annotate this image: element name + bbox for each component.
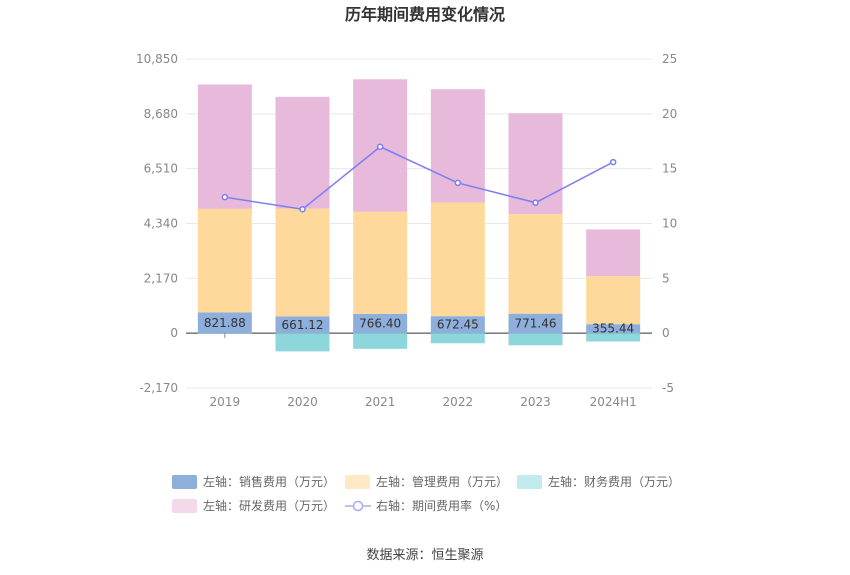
sales-value-label: 672.45 <box>437 318 479 332</box>
legend-marker <box>352 500 364 512</box>
legend-swatch <box>517 475 542 489</box>
right-tick-label: 0 <box>662 326 670 340</box>
bars <box>197 79 641 352</box>
right-tick-label: -5 <box>662 381 674 395</box>
bar-3-5 <box>586 229 641 277</box>
rate-line-path <box>224 145 614 211</box>
bar-2-3 <box>430 333 485 344</box>
rate-point <box>454 179 462 187</box>
data-source: 数据来源：恒生聚源 <box>366 548 483 563</box>
bar-labels: 821.88 661.12 766.40 672.45 771.46 355.44 <box>204 316 634 336</box>
sales-value-label: 355.44 <box>592 322 634 336</box>
sales-value-label: 766.40 <box>359 316 401 330</box>
right-tick-label: 10 <box>662 217 677 231</box>
left-tick-label: 0 <box>170 326 178 340</box>
bar-2-4 <box>508 333 563 346</box>
sales-value-label: 771.46 <box>515 316 557 330</box>
left-tick-label: 8,680 <box>144 107 178 121</box>
right-tick-label: 20 <box>662 107 677 121</box>
bar-0-1 <box>275 316 330 334</box>
right-axis: -5 0 5 10 15 20 25 <box>662 52 677 395</box>
bar-3-1 <box>275 96 330 209</box>
bar-1-2 <box>353 211 408 314</box>
right-tick-label: 25 <box>662 52 677 66</box>
left-tick-label: 10,850 <box>136 52 178 66</box>
rate-point <box>609 158 617 166</box>
bar-1-1 <box>275 208 330 317</box>
bar-0-4 <box>508 313 563 334</box>
legend-label: 左轴：管理费用（万元） <box>376 474 508 489</box>
bar-2-2 <box>353 333 408 349</box>
bar-2-1 <box>275 333 330 352</box>
left-tick-label: -2,170 <box>139 381 178 395</box>
x-tick-label: 2019 <box>210 395 241 409</box>
rate-point <box>299 205 306 213</box>
bar-0-3 <box>430 316 485 334</box>
left-tick-label: 6,510 <box>144 162 178 176</box>
bar-3-0 <box>197 84 252 209</box>
sales-value-label: 661.12 <box>282 318 324 332</box>
x-tick-label: 2023 <box>520 395 551 409</box>
x-tick-label: 2020 <box>287 395 318 409</box>
sales-value-label: 821.88 <box>204 316 246 330</box>
right-tick-label: 15 <box>662 162 677 176</box>
bar-1-4 <box>508 214 563 314</box>
legend-swatch <box>345 475 370 489</box>
bar-1-5 <box>586 276 641 325</box>
x-tick-label: 2021 <box>365 395 396 409</box>
x-axis: 2019 2020 2021 2022 2023 2024H1 <box>210 333 637 409</box>
rate-point <box>376 143 384 150</box>
x-tick-label: 2022 <box>443 395 474 409</box>
legend-label: 左轴：销售费用（万元） <box>203 474 335 489</box>
x-tick-label: 2024H1 <box>590 395 637 409</box>
grid <box>186 58 652 389</box>
rate-point <box>532 199 539 206</box>
legend-swatch <box>172 475 197 489</box>
left-tick-label: 2,170 <box>144 271 178 285</box>
bar-3-4 <box>508 113 563 215</box>
bar-0-5 <box>586 324 641 334</box>
bar-1-0 <box>197 208 252 313</box>
bar-0-0 <box>197 312 252 334</box>
bar-0-2 <box>353 313 408 334</box>
bar-2-5 <box>586 333 641 342</box>
legend-label: 右轴：期间费用率（%） <box>376 498 507 513</box>
rate-line <box>221 143 617 213</box>
legend-label: 左轴：财务费用（万元） <box>548 474 680 489</box>
left-axis: -2,170 0 2,170 4,340 6,510 8,680 10,850 <box>136 52 178 395</box>
chart-title: 历年期间费用变化情况 <box>345 5 505 24</box>
right-tick-label: 5 <box>662 271 670 285</box>
legend-swatch <box>172 499 197 513</box>
legend-label: 左轴：研发费用（万元） <box>203 498 335 513</box>
rate-point <box>221 193 229 201</box>
left-tick-label: 4,340 <box>144 217 178 231</box>
bar-1-3 <box>430 202 485 317</box>
legend: 左轴：销售费用（万元） 左轴：管理费用（万元） 左轴：财务费用（万元） 左轴：研发费用… <box>172 474 680 513</box>
